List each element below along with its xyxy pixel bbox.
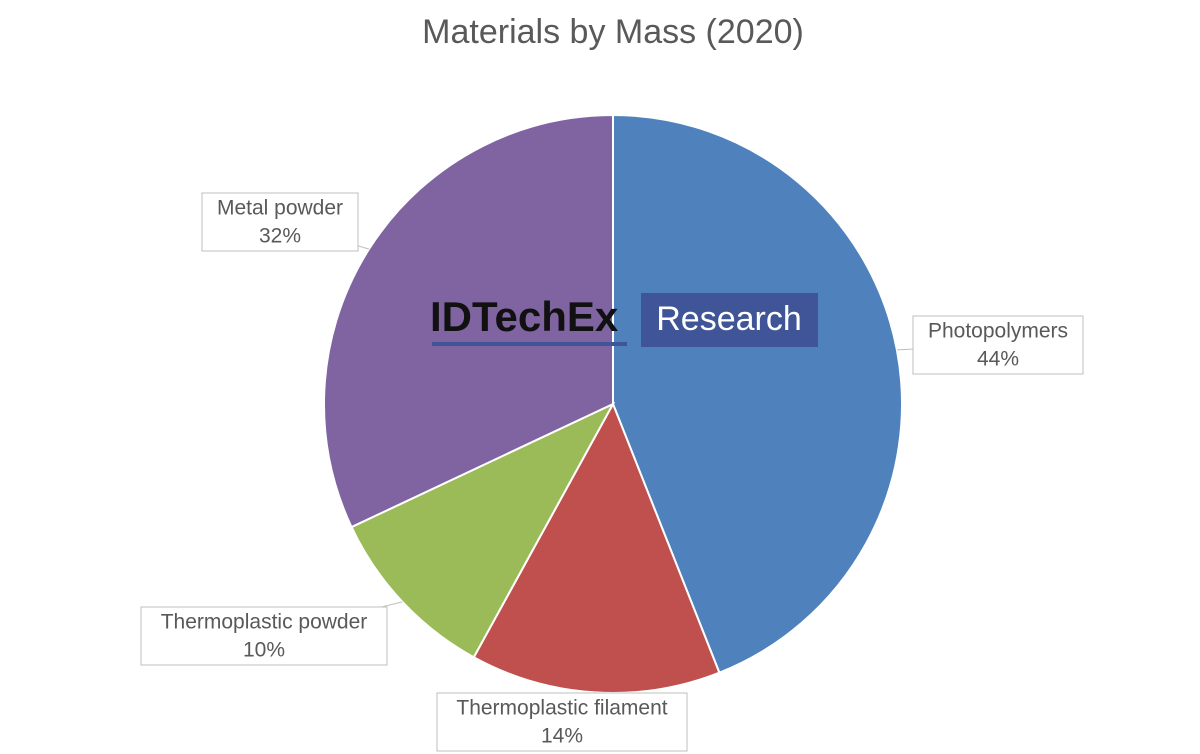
pie-slice bbox=[323, 113, 614, 529]
category-label: Thermoplastic filament bbox=[456, 697, 667, 720]
chart-title: Materials by Mass (2020) bbox=[422, 13, 804, 51]
label-box bbox=[140, 606, 388, 666]
value-label: 44% bbox=[977, 348, 1019, 371]
label-box bbox=[201, 192, 359, 252]
watermark-tag: Research bbox=[656, 300, 802, 338]
pie-slice bbox=[350, 401, 616, 659]
category-label: Photopolymers bbox=[928, 320, 1068, 343]
label-box bbox=[912, 315, 1084, 375]
value-label: 32% bbox=[259, 225, 301, 248]
category-label: Thermoplastic powder bbox=[161, 611, 368, 634]
category-label: Metal powder bbox=[217, 197, 343, 220]
label-box bbox=[436, 692, 688, 752]
watermark-underline bbox=[432, 342, 627, 346]
watermark-brand: IDTechEx bbox=[430, 293, 619, 340]
value-label: 10% bbox=[243, 639, 285, 662]
value-label: 14% bbox=[541, 725, 583, 748]
pie-slice bbox=[612, 113, 903, 675]
watermark-box bbox=[641, 293, 818, 347]
